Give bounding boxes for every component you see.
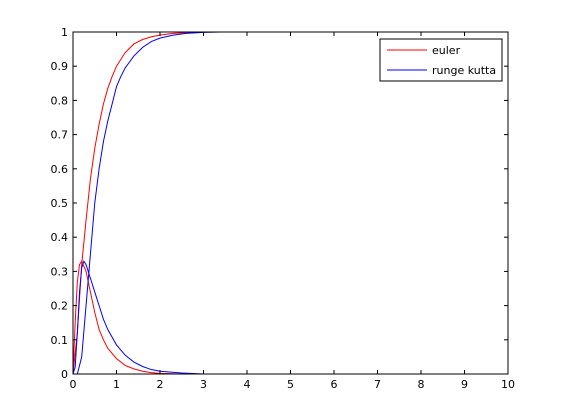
legend-box <box>379 38 503 82</box>
x-tick-label: 8 <box>418 378 425 391</box>
x-tick-label: 4 <box>244 378 251 391</box>
x-tick-label: 6 <box>331 378 338 391</box>
legend: euler runge kutta <box>379 38 503 82</box>
y-tick-label: 0.9 <box>51 60 69 73</box>
legend-label-runge-kutta: runge kutta <box>432 64 496 77</box>
y-tick-label: 0.7 <box>51 129 69 142</box>
y-tick-label: 0.8 <box>51 94 69 107</box>
y-tick-label: 0 <box>61 368 68 381</box>
x-tick-label: 5 <box>287 378 294 391</box>
legend-label-euler: euler <box>432 44 461 57</box>
x-tick-label: 7 <box>374 378 381 391</box>
plot-area <box>73 32 508 374</box>
x-tick-label: 3 <box>200 378 207 391</box>
y-tick-label: 1 <box>61 26 68 39</box>
y-tick-label: 0.1 <box>51 334 69 347</box>
x-tick-label: 1 <box>113 378 120 391</box>
x-tick-label: 9 <box>461 378 468 391</box>
x-tick-label: 2 <box>157 378 164 391</box>
x-tick-label: 0 <box>70 378 77 391</box>
y-tick-label: 0.4 <box>51 231 69 244</box>
axes-layer: 0 1 2 3 4 5 6 7 8 9 10 0 0.1 0.2 0.3 0.4 0.5 0.6 0.7 0.8 0.9… <box>51 26 516 391</box>
y-tick-label: 0.3 <box>51 265 69 278</box>
y-tick-label: 0.6 <box>51 163 69 176</box>
y-tick-label: 0.5 <box>51 197 69 210</box>
y-tick-label: 0.2 <box>51 300 69 313</box>
series-line-runge-kutta-1 <box>73 31 221 375</box>
series-line-runge-kutta-2 <box>72 259 508 375</box>
x-tick-label: 10 <box>501 378 515 391</box>
